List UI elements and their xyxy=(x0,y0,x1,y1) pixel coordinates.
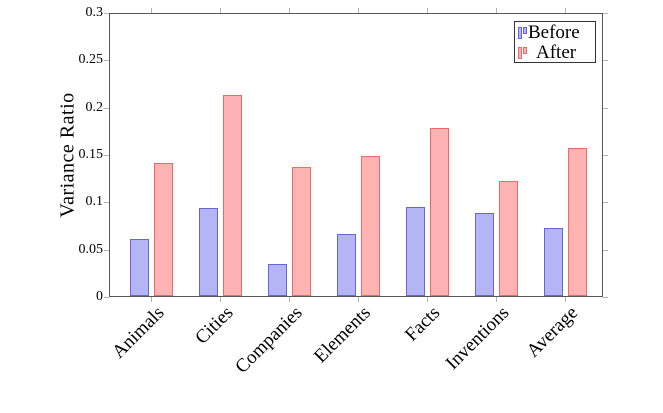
bar-before-animals xyxy=(129,239,149,296)
bar-before-average xyxy=(543,228,563,296)
x-category-label: Cities xyxy=(190,302,238,349)
x-category-label: Average xyxy=(522,302,583,362)
x-category-label: Elements xyxy=(310,302,376,368)
y-tick-mark-right xyxy=(603,108,608,109)
y-tick-mark-right xyxy=(603,202,608,203)
legend-label-after: After xyxy=(536,42,577,63)
y-tick-mark-left xyxy=(104,297,109,298)
y-tick-mark-right xyxy=(603,297,608,298)
x-tick-mark-bottom xyxy=(151,297,152,302)
y-tick-label: 0.05 xyxy=(78,241,104,257)
bar-after-elements xyxy=(360,156,380,296)
x-tick-mark-top xyxy=(289,8,290,13)
x-tick-mark-top xyxy=(151,8,152,13)
legend-label-before: Before xyxy=(528,22,580,43)
y-tick-mark-right xyxy=(603,60,608,61)
bar-before-companies xyxy=(267,264,287,296)
legend-item-before: Before xyxy=(518,23,595,43)
y-tick-label: 0 xyxy=(96,289,103,304)
x-tick-mark-bottom xyxy=(289,297,290,302)
y-tick-mark-right xyxy=(603,155,608,156)
x-tick-mark-top xyxy=(427,8,428,13)
bar-after-companies xyxy=(291,167,311,296)
x-category-label: Inventions xyxy=(441,302,514,374)
x-tick-mark-bottom xyxy=(220,297,221,302)
x-tick-mark-top xyxy=(220,8,221,13)
x-tick-mark-bottom xyxy=(496,297,497,302)
x-category-label: Facts xyxy=(400,302,445,346)
y-tick-mark-left xyxy=(104,13,109,14)
bar-before-elements xyxy=(336,234,356,296)
y-tick-label: 0.3 xyxy=(85,5,104,20)
bar-after-inventions xyxy=(498,181,518,296)
after-bars-icon xyxy=(518,46,528,61)
bar-before-inventions xyxy=(474,213,494,296)
x-tick-mark-bottom xyxy=(565,297,566,302)
x-tick-mark-bottom xyxy=(427,297,428,302)
x-category-label: Animals xyxy=(107,302,169,363)
x-tick-mark-top xyxy=(496,8,497,13)
x-tick-mark-bottom xyxy=(358,297,359,302)
bar-after-cities xyxy=(222,95,242,296)
bar-after-animals xyxy=(153,163,173,296)
x-tick-mark-top xyxy=(358,8,359,13)
bar-before-cities xyxy=(198,208,218,296)
y-tick-label: 0.15 xyxy=(78,147,104,162)
x-tick-mark-top xyxy=(565,8,566,13)
legend: Before After xyxy=(514,21,596,63)
y-tick-mark-right xyxy=(603,250,608,251)
bar-after-facts xyxy=(429,128,449,296)
y-tick-label: 0.2 xyxy=(85,99,104,115)
legend-item-after: After xyxy=(518,43,595,63)
y-tick-label: 0.1 xyxy=(85,194,104,210)
y-tick-mark-left xyxy=(104,60,109,61)
y-tick-mark-left xyxy=(104,202,109,203)
bar-before-facts xyxy=(405,207,425,296)
y-tick-mark-right xyxy=(603,13,608,14)
y-tick-mark-left xyxy=(104,250,109,251)
before-bars-icon xyxy=(518,26,528,41)
x-category-label: Companies xyxy=(230,302,307,378)
y-tick-mark-left xyxy=(104,108,109,109)
y-tick-mark-left xyxy=(104,155,109,156)
bar-after-average xyxy=(567,148,587,296)
y-tick-label: 0.25 xyxy=(78,52,104,68)
